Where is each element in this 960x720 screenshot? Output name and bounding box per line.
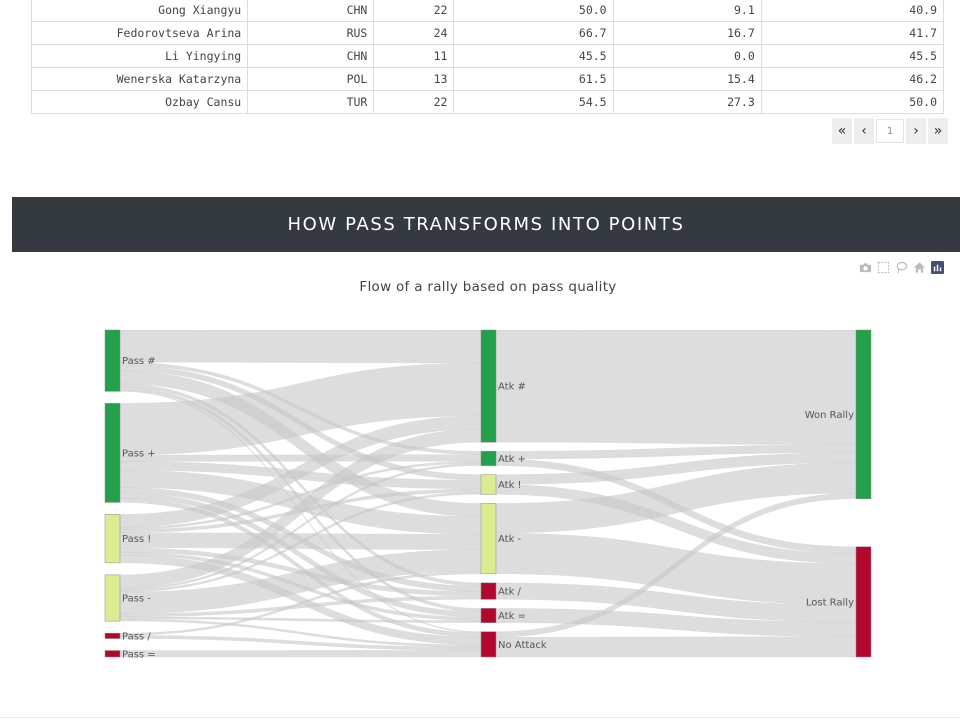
camera-icon[interactable] (858, 260, 872, 274)
sankey-node[interactable] (855, 546, 872, 658)
sankey-node-label: Atk - (498, 534, 522, 545)
divider (0, 717, 960, 718)
table-cell: 41.7 (760, 21, 945, 45)
chart-title: Flow of a rally based on pass quality (359, 279, 617, 295)
sankey-node[interactable] (480, 631, 497, 658)
last-page-button[interactable]: » (928, 118, 948, 144)
table-cell: 46.2 (760, 67, 945, 91)
table-cell: 61.5 (453, 67, 614, 91)
table-cell: TUR (247, 90, 375, 114)
sankey-node-label: Pass = (122, 649, 156, 660)
sankey-node[interactable] (104, 650, 121, 658)
first-page-button[interactable]: « (832, 118, 852, 144)
sankey-node-label: Won Rally (805, 410, 854, 421)
table-cell: 40.9 (760, 0, 945, 22)
section-header: HOW PASS TRANSFORMS INTO POINTS (12, 197, 960, 252)
sankey-node[interactable] (480, 582, 497, 600)
box-select-icon[interactable] (876, 260, 890, 274)
lasso-icon[interactable] (894, 260, 908, 274)
player-stats-table-container: Gong Xiangyu CHN 22 50.0 9.1 40.9 Fedorovtseva… (30, 0, 945, 114)
table-cell: RUS (247, 21, 375, 45)
next-page-button[interactable]: › (906, 118, 926, 144)
sankey-node[interactable] (104, 403, 121, 503)
table-cell: Wenerska Katarzyna (30, 67, 249, 91)
sankey-link[interactable] (119, 329, 482, 364)
table-cell: 15.4 (612, 67, 762, 91)
table-cell: POL (247, 67, 375, 91)
sankey-node[interactable] (480, 608, 497, 623)
table-cell: 50.0 (760, 90, 945, 114)
plot-toolbar (858, 260, 944, 274)
prev-page-button[interactable]: ‹ (854, 118, 874, 144)
sankey-node-label: Pass / (122, 631, 151, 642)
pagination: « ‹ › » (832, 118, 950, 144)
sankey-link[interactable] (495, 329, 857, 445)
sankey-node[interactable] (855, 329, 872, 499)
sankey-node[interactable] (104, 632, 121, 639)
table-cell: 54.5 (453, 90, 614, 114)
sankey-node-label: Pass # (122, 356, 156, 367)
table-cell: 27.3 (612, 90, 762, 114)
sankey-node-label: Atk / (498, 587, 522, 598)
plotly-logo-icon[interactable] (930, 260, 944, 274)
table-cell: 45.5 (453, 44, 614, 68)
sankey-node-label: Atk # (498, 382, 526, 393)
section-title: HOW PASS TRANSFORMS INTO POINTS (287, 214, 685, 235)
sankey-node-label: Pass + (122, 448, 156, 459)
sankey-node[interactable] (480, 503, 497, 575)
sankey-node-label: No Attack (498, 640, 547, 651)
table-cell: Fedorovtseva Arina (30, 21, 249, 45)
sankey-node[interactable] (104, 574, 121, 622)
table-cell: CHN (247, 44, 375, 68)
sankey-node-label: Pass - (122, 594, 151, 605)
sankey-node[interactable] (104, 514, 121, 564)
sankey-node[interactable] (480, 474, 497, 495)
sankey-node-label: Pass ! (122, 534, 151, 545)
table-row: Wenerska Katarzyna POL 13 61.5 15.4 46.2 (30, 67, 945, 91)
sankey-node[interactable] (480, 451, 497, 466)
table-cell: Li Yingying (30, 44, 249, 68)
sankey-node-label: Lost Rally (806, 597, 854, 608)
table-row: Ozbay Cansu TUR 22 54.5 27.3 50.0 (30, 90, 945, 114)
sankey-node-label: Atk ! (498, 480, 522, 491)
sankey-nodes (104, 329, 872, 658)
sankey-node[interactable] (104, 329, 121, 392)
sankey-node-label: Atk = (498, 611, 526, 622)
table-cell: 22 (373, 90, 455, 114)
page-number-input[interactable] (876, 119, 904, 143)
sankey-node[interactable] (480, 329, 497, 443)
table-row: Li Yingying CHN 11 45.5 0.0 45.5 (30, 44, 945, 68)
table-body: Gong Xiangyu CHN 22 50.0 9.1 40.9 Fedorovtseva… (30, 0, 945, 114)
sankey-link[interactable] (119, 650, 482, 658)
sankey-link[interactable] (495, 636, 857, 658)
sankey-node-label: Atk + (498, 454, 526, 465)
home-icon[interactable] (912, 260, 926, 274)
sankey-link[interactable] (119, 454, 482, 462)
sankey-links (119, 329, 857, 658)
player-stats-table: Gong Xiangyu CHN 22 50.0 9.1 40.9 Fedorovtseva… (30, 0, 945, 114)
sankey-labels: Pass # Pass + Pass ! Pass - Pass / Pass = Atk … (122, 356, 854, 660)
table-cell: Ozbay Cansu (30, 90, 249, 114)
